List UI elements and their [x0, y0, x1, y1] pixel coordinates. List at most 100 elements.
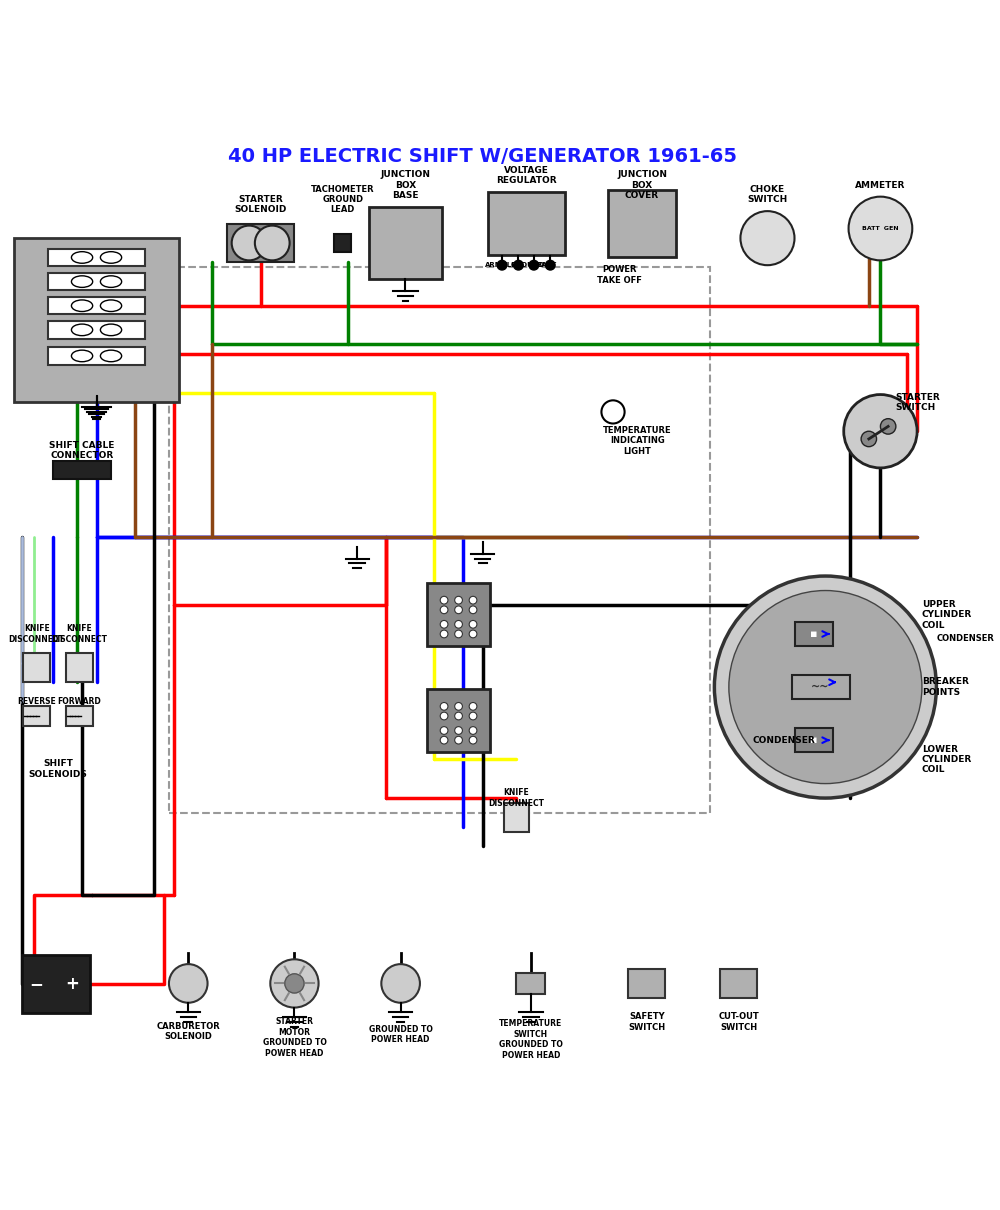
FancyBboxPatch shape — [66, 653, 93, 682]
Text: JUNCTION
BOX
BASE: JUNCTION BOX BASE — [380, 171, 430, 200]
Circle shape — [861, 431, 877, 446]
FancyBboxPatch shape — [427, 690, 490, 753]
FancyBboxPatch shape — [48, 347, 145, 364]
Circle shape — [440, 597, 448, 604]
FancyBboxPatch shape — [369, 207, 442, 280]
Text: KNIFE
DISCONNECT: KNIFE DISCONNECT — [488, 789, 544, 808]
Text: TACHOMETER
GROUND
LEAD: TACHOMETER GROUND LEAD — [311, 185, 375, 214]
FancyBboxPatch shape — [427, 583, 490, 646]
Text: REVERSE: REVERSE — [17, 697, 56, 707]
Text: BATT: BATT — [536, 263, 557, 269]
Circle shape — [255, 225, 290, 260]
FancyBboxPatch shape — [48, 321, 145, 339]
Circle shape — [440, 606, 448, 613]
FancyBboxPatch shape — [608, 190, 676, 258]
FancyBboxPatch shape — [792, 675, 850, 699]
Text: UPPER
CYLINDER
COIL: UPPER CYLINDER COIL — [922, 600, 972, 629]
FancyBboxPatch shape — [66, 707, 93, 726]
Circle shape — [469, 621, 477, 628]
Ellipse shape — [71, 300, 93, 311]
FancyBboxPatch shape — [22, 956, 90, 1013]
Text: KNIFE
DISCONNECT: KNIFE DISCONNECT — [51, 624, 107, 644]
FancyBboxPatch shape — [795, 728, 833, 753]
Circle shape — [455, 597, 462, 604]
FancyBboxPatch shape — [53, 461, 111, 478]
Circle shape — [270, 960, 319, 1008]
Circle shape — [455, 703, 462, 710]
FancyBboxPatch shape — [14, 238, 179, 402]
FancyBboxPatch shape — [23, 707, 50, 726]
FancyBboxPatch shape — [488, 192, 565, 255]
Circle shape — [455, 727, 462, 734]
Circle shape — [440, 621, 448, 628]
Ellipse shape — [100, 350, 122, 362]
Text: CHOKE
SWITCH: CHOKE SWITCH — [747, 185, 788, 204]
Circle shape — [440, 703, 448, 710]
Circle shape — [714, 576, 936, 799]
Circle shape — [455, 713, 462, 720]
Circle shape — [849, 197, 912, 260]
FancyBboxPatch shape — [227, 224, 294, 263]
Text: TEMPERATURE
SWITCH
GROUNDED TO
POWER HEAD: TEMPERATURE SWITCH GROUNDED TO POWER HEA… — [499, 1019, 563, 1060]
Circle shape — [469, 703, 477, 710]
Text: CONDENSER: CONDENSER — [936, 634, 994, 644]
Circle shape — [469, 597, 477, 604]
FancyBboxPatch shape — [516, 973, 545, 995]
Text: FLD: FLD — [502, 263, 517, 269]
FancyBboxPatch shape — [48, 249, 145, 266]
Circle shape — [440, 713, 448, 720]
Text: 40 HP ELECTRIC SHIFT W/GENERATOR 1961-65: 40 HP ELECTRIC SHIFT W/GENERATOR 1961-65 — [228, 146, 737, 166]
Text: KNIFE
DISCONNECT: KNIFE DISCONNECT — [9, 624, 65, 644]
Circle shape — [440, 727, 448, 734]
Ellipse shape — [100, 300, 122, 311]
FancyBboxPatch shape — [795, 622, 833, 646]
FancyBboxPatch shape — [720, 969, 757, 998]
Circle shape — [545, 260, 555, 270]
Text: GROUND: GROUND — [511, 263, 545, 269]
Circle shape — [469, 606, 477, 613]
Text: CARBURETOR
SOLENOID: CARBURETOR SOLENOID — [156, 1022, 220, 1042]
FancyBboxPatch shape — [334, 235, 351, 252]
Text: −: − — [30, 975, 44, 993]
Circle shape — [455, 737, 462, 744]
Circle shape — [169, 964, 208, 1003]
Text: STARTER
SOLENOID: STARTER SOLENOID — [234, 195, 287, 214]
FancyBboxPatch shape — [23, 653, 50, 682]
Circle shape — [455, 606, 462, 613]
Text: JUNCTION
BOX
COVER: JUNCTION BOX COVER — [617, 171, 667, 200]
Circle shape — [440, 737, 448, 744]
Text: POWER
TAKE OFF: POWER TAKE OFF — [597, 265, 642, 284]
Circle shape — [469, 737, 477, 744]
Ellipse shape — [71, 350, 93, 362]
Text: FORWARD: FORWARD — [57, 697, 101, 707]
Text: ▪: ▪ — [810, 736, 818, 745]
Circle shape — [844, 394, 917, 468]
Text: +: + — [65, 975, 79, 993]
Text: BATT  GEN: BATT GEN — [862, 226, 899, 231]
Ellipse shape — [100, 252, 122, 264]
Text: SAFETY
SWITCH: SAFETY SWITCH — [628, 1013, 665, 1032]
FancyBboxPatch shape — [48, 273, 145, 290]
Circle shape — [455, 621, 462, 628]
Text: SHIFT
SOLENOIDS: SHIFT SOLENOIDS — [28, 760, 87, 779]
Text: STARTER
SWITCH: STARTER SWITCH — [895, 392, 940, 411]
Circle shape — [469, 713, 477, 720]
Text: GROUNDED TO
POWER HEAD: GROUNDED TO POWER HEAD — [369, 1025, 433, 1044]
FancyBboxPatch shape — [48, 296, 145, 315]
Circle shape — [740, 211, 795, 265]
Text: ~~: ~~ — [811, 682, 830, 692]
Circle shape — [232, 225, 266, 260]
FancyBboxPatch shape — [628, 969, 665, 998]
Text: CUT-OUT
SWITCH: CUT-OUT SWITCH — [718, 1013, 759, 1032]
Ellipse shape — [71, 324, 93, 335]
Circle shape — [285, 974, 304, 993]
Circle shape — [880, 419, 896, 434]
Circle shape — [529, 260, 539, 270]
Text: LOWER
CYLINDER
COIL: LOWER CYLINDER COIL — [922, 744, 972, 774]
Circle shape — [729, 590, 922, 784]
Ellipse shape — [100, 324, 122, 335]
FancyBboxPatch shape — [504, 803, 529, 831]
Text: BREAKER
POINTS: BREAKER POINTS — [922, 678, 969, 697]
Text: VOLTAGE
REGULATOR: VOLTAGE REGULATOR — [496, 166, 556, 185]
Ellipse shape — [71, 276, 93, 288]
